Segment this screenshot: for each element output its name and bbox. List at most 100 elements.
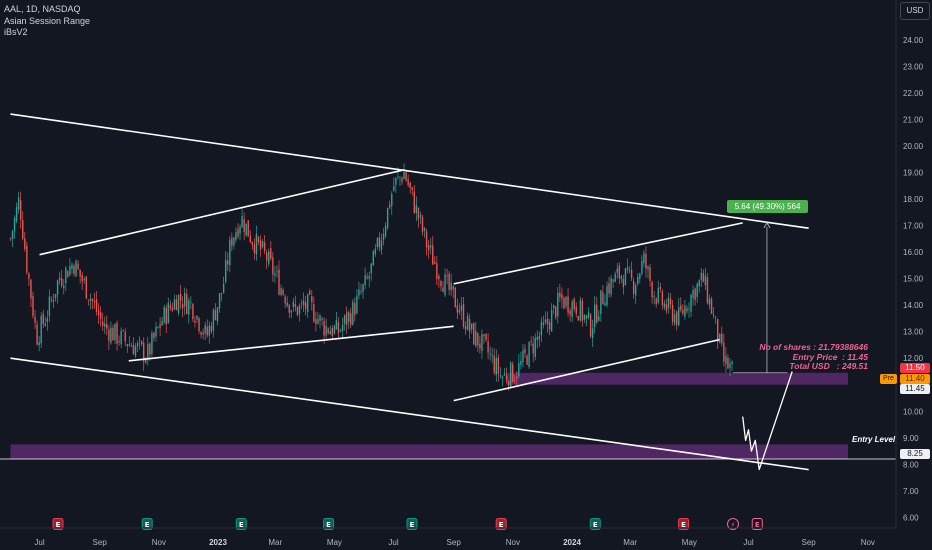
candle-body: [637, 276, 639, 285]
candle-body: [721, 333, 723, 344]
trendline-rising-bottom-2[interactable]: [453, 338, 720, 402]
candle-body: [116, 322, 118, 344]
event-marker-earnings-upcoming[interactable]: E: [751, 518, 763, 530]
candle-body: [136, 342, 139, 347]
y-tick-label: 18.00: [903, 195, 924, 204]
symbol-title[interactable]: AAL, 1D, NASDAQ: [4, 4, 81, 14]
candle-body: [243, 219, 245, 233]
candle-body: [255, 233, 258, 255]
candle-body: [710, 298, 713, 314]
candle-body: [593, 304, 596, 327]
y-tick-label: 16.00: [903, 248, 924, 257]
measure-arrowhead: [763, 221, 771, 229]
candle-body: [550, 309, 553, 332]
candle-body: [38, 342, 40, 346]
candle-body: [280, 288, 282, 295]
candle-body: [448, 273, 450, 290]
candle-body: [339, 330, 342, 331]
candle-body: [317, 318, 319, 324]
y-tick-label: 8.00: [903, 460, 919, 469]
candle-body: [489, 353, 491, 355]
candle-body: [54, 293, 57, 299]
candle-body: [153, 332, 155, 339]
candle-body: [423, 228, 426, 231]
event-marker-earnings-green[interactable]: E: [589, 518, 601, 530]
event-marker-earnings-red[interactable]: E: [52, 518, 64, 530]
event-marker-earnings-green[interactable]: E: [141, 518, 153, 530]
candle-body: [579, 300, 582, 321]
x-tick-label: Nov: [506, 538, 520, 547]
candle-body: [190, 302, 192, 304]
candle-body: [712, 314, 715, 316]
event-marker-earnings-green[interactable]: E: [406, 518, 418, 530]
candle-body: [405, 172, 407, 181]
candle-body: [388, 204, 391, 208]
candle-body: [128, 344, 131, 346]
candle-body: [382, 234, 385, 241]
candle-body: [395, 177, 397, 185]
candle-body: [333, 326, 336, 334]
candle-body: [632, 281, 635, 294]
event-marker-earnings-red[interactable]: E: [678, 518, 690, 530]
trendline-rising-bottom-1[interactable]: [128, 325, 454, 362]
candle-body: [157, 326, 159, 328]
candle-body: [106, 323, 108, 329]
candle-body: [30, 279, 32, 299]
candle-body: [413, 191, 415, 213]
y-tick-label: 20.00: [903, 142, 924, 151]
candle-body: [688, 308, 690, 310]
candle-body: [569, 310, 571, 315]
candle-body: [159, 324, 161, 328]
candle-body: [436, 263, 438, 280]
candle-body: [514, 379, 516, 381]
event-marker-label: E: [145, 521, 150, 529]
candle-body: [22, 220, 24, 239]
candle-body: [122, 330, 124, 332]
candle-body: [370, 263, 372, 274]
candle-body: [616, 268, 618, 273]
candle-body: [99, 312, 102, 319]
event-marker-label: E: [326, 521, 331, 529]
candle-body: [659, 287, 661, 289]
candle-body: [497, 357, 500, 374]
candle-body: [302, 300, 305, 306]
x-tick-label: 2023: [209, 538, 227, 547]
candle-body: [694, 288, 696, 300]
resistance-zone[interactable]: [506, 372, 848, 385]
trendline-rising-top-2[interactable]: [453, 222, 743, 285]
candle-body: [438, 275, 440, 280]
candle-body: [548, 322, 551, 330]
candle-body: [60, 278, 63, 286]
indicator-asian-session-range[interactable]: Asian Session Range: [4, 15, 91, 26]
event-marker-earnings-red[interactable]: E: [495, 518, 507, 530]
trendline-rising-top-1[interactable]: [39, 169, 405, 256]
x-tick-label: Jul: [34, 538, 44, 547]
candle-body: [138, 339, 141, 341]
candle-body: [247, 220, 249, 237]
candle-body: [565, 297, 567, 307]
candle-body: [626, 267, 629, 270]
candle-body: [56, 280, 59, 295]
candle-body: [477, 332, 479, 346]
candle-body: [391, 193, 393, 206]
currency-button[interactable]: USD: [900, 2, 930, 20]
event-marker-earnings-green[interactable]: E: [235, 518, 247, 530]
candle-body: [284, 296, 286, 304]
event-marker-earnings-green[interactable]: E: [323, 518, 335, 530]
candle-body: [32, 295, 34, 317]
entry-zone[interactable]: [10, 444, 848, 460]
candle-body: [327, 328, 329, 333]
candle-body: [282, 289, 284, 295]
candle-body: [393, 185, 395, 191]
projection-path[interactable]: [742, 371, 793, 471]
event-marker-split[interactable]: ⚡: [726, 518, 739, 530]
indicator-ibsv2[interactable]: iBsV2: [4, 27, 28, 37]
candle-body: [196, 315, 198, 320]
trendline-upper-channel[interactable]: [10, 113, 809, 229]
candle-body: [313, 304, 315, 322]
trendline-lower-channel[interactable]: [10, 357, 809, 471]
candle-body: [542, 322, 545, 325]
candle-body: [628, 269, 631, 271]
candle-body: [181, 303, 184, 309]
